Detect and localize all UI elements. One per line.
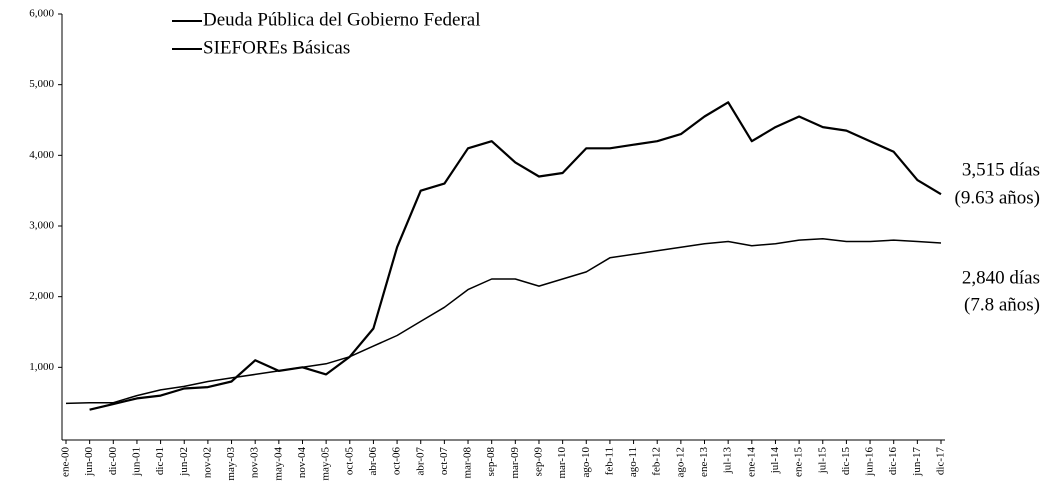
x-tick-label: mar-09 xyxy=(509,447,521,479)
x-tick-label: ene-00 xyxy=(60,447,72,477)
x-tick-label: jun-01 xyxy=(130,447,142,477)
x-tick-label: sep-09 xyxy=(533,447,545,477)
x-tick-label: jun-17 xyxy=(911,447,923,477)
series-line xyxy=(89,101,942,411)
x-tick-label: oct-07 xyxy=(438,447,450,476)
x-tick-label: jun-00 xyxy=(83,447,95,477)
x-tick-label: jul-13 xyxy=(722,447,734,475)
x-tick-label: abr-06 xyxy=(367,447,379,476)
y-tick-label: 3,000 xyxy=(29,220,54,232)
x-tick-label: feb-12 xyxy=(651,447,663,476)
legend-label: Deuda Pública del Gobierno Federal xyxy=(203,9,481,30)
x-tick-label: ene-13 xyxy=(698,447,710,477)
x-tick-label: ene-14 xyxy=(745,447,757,477)
x-tick-label: nov-03 xyxy=(249,447,261,479)
x-tick-label: ago-12 xyxy=(674,447,686,478)
x-tick-label: may-03 xyxy=(225,447,237,481)
y-tick-label: 5,000 xyxy=(29,78,54,90)
x-tick-label: ene-15 xyxy=(793,447,805,477)
x-tick-label: feb-11 xyxy=(603,447,615,475)
annotation: (7.8 años) xyxy=(964,294,1040,315)
y-tick-label: 6,000 xyxy=(29,8,54,20)
x-tick-label: dic-00 xyxy=(107,447,119,476)
x-tick-label: mar-08 xyxy=(462,447,474,479)
x-tick-label: jun-02 xyxy=(178,447,190,477)
x-tick-label: oct-05 xyxy=(343,447,355,476)
x-tick-label: jul-15 xyxy=(816,447,828,475)
x-tick-label: sep-08 xyxy=(485,447,497,477)
y-tick-label: 2,000 xyxy=(29,290,54,302)
x-tick-label: ago-10 xyxy=(580,447,592,478)
x-tick-label: may-05 xyxy=(320,447,332,481)
annotation: 3,515 días xyxy=(962,159,1040,180)
x-tick-label: may-04 xyxy=(272,447,284,481)
x-tick-label: dic-01 xyxy=(154,447,166,475)
x-tick-label: jul-14 xyxy=(769,447,781,475)
x-tick-label: ago-11 xyxy=(627,447,639,477)
x-tick-label: dic-15 xyxy=(840,447,852,476)
y-tick-label: 1,000 xyxy=(29,361,54,373)
series-line xyxy=(65,237,942,405)
annotation: (9.63 años) xyxy=(955,187,1040,208)
annotation: 2,840 días xyxy=(962,267,1040,288)
x-tick-label: jun-16 xyxy=(864,447,876,477)
x-tick-label: nov-02 xyxy=(201,447,213,478)
x-tick-label: oct-06 xyxy=(391,447,403,476)
x-tick-label: dic-16 xyxy=(887,447,899,476)
x-tick-label: dic-17 xyxy=(935,447,947,476)
x-tick-label: mar-10 xyxy=(556,447,568,479)
y-tick-label: 4,000 xyxy=(29,149,54,161)
x-tick-label: nov-04 xyxy=(296,447,308,479)
legend-label: SIEFOREs Básicas xyxy=(203,37,350,58)
x-tick-label: abr-07 xyxy=(414,447,426,476)
